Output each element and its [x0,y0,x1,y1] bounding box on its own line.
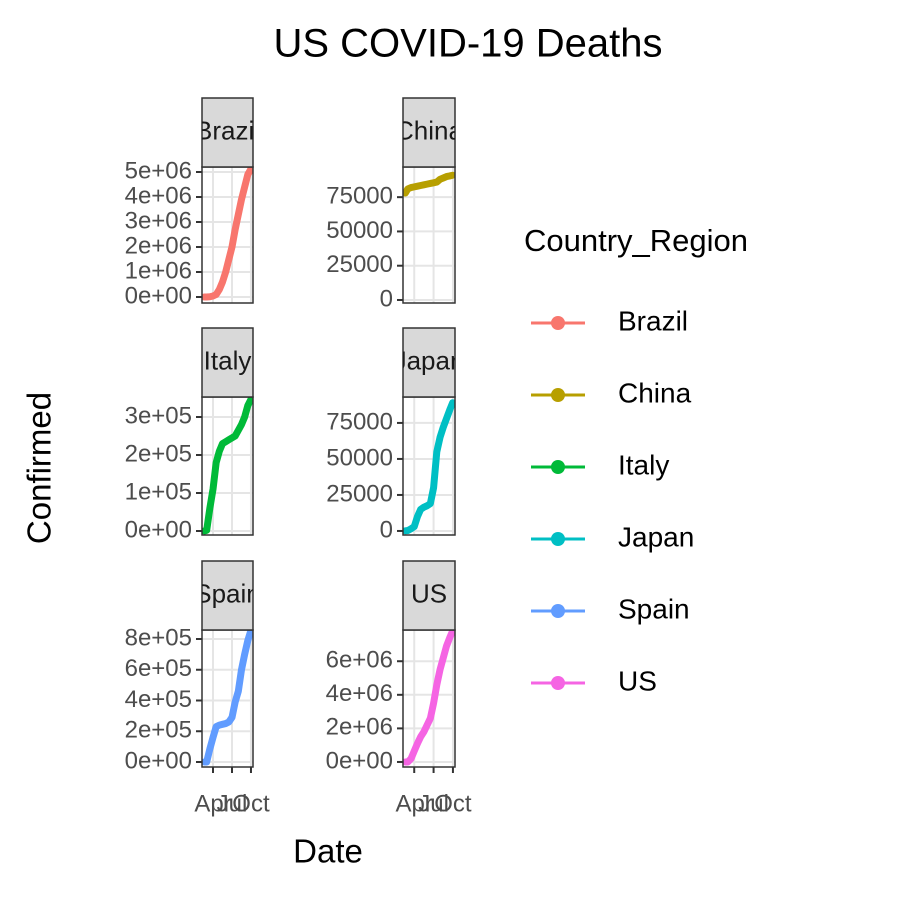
y-tick-label: 50000 [326,444,393,471]
y-tick-label: 3e+05 [125,402,192,429]
chart-title: US COVID-19 Deaths [273,22,662,66]
x-tick-label: Apr [396,790,433,817]
y-tick-label: 0e+00 [125,282,192,309]
y-tick-label: 0e+00 [125,516,192,543]
y-tick-label: 4e+05 [125,686,192,713]
y-tick-label: 0e+00 [326,747,393,774]
y-tick-label: 2e+06 [125,232,192,259]
y-axis-label: Confirmed [21,392,58,544]
y-tick-label: 6e+06 [326,647,393,674]
x-axis-label: Date [293,833,363,870]
facet-strip [402,560,456,631]
facet-strip [201,560,254,631]
y-tick-label: 4e+06 [125,182,192,209]
legend-key-point [551,676,565,690]
legend-label: Spain [618,593,690,624]
series-line [202,630,253,766]
y-tick-label: 2e+05 [125,717,192,744]
legend-label: Italy [618,449,669,480]
series-line [403,399,455,535]
y-tick-label: 6e+05 [125,655,192,682]
series-line [202,167,253,301]
x-tick-label: Oct [232,790,270,817]
facet-label: Italy [204,345,252,375]
y-tick-label: 3e+06 [125,207,192,234]
facet-strip [402,97,456,168]
y-tick-label: 4e+06 [326,680,393,707]
series-line [403,630,455,766]
facet-strip [201,327,254,398]
y-tick-label: 50000 [326,217,393,244]
series-line [403,171,455,197]
legend-label: China [618,377,692,408]
legend-key-point [551,532,565,546]
y-tick-label: 1e+06 [125,257,192,284]
y-tick-label: 75000 [326,183,393,210]
legend-key-point [551,316,565,330]
x-tick-label: Jul [418,790,449,817]
y-tick-label: 75000 [326,408,393,435]
series-line [202,397,253,535]
x-tick-label: Jul [217,790,248,817]
y-tick-label: 1e+05 [125,478,192,505]
y-tick-label: 2e+06 [326,714,393,741]
y-tick-label: 2e+05 [125,440,192,467]
y-tick-label: 0 [380,516,393,543]
facet-label: China [395,115,463,145]
y-tick-label: 0e+00 [125,747,192,774]
facet-label: Brazil [195,115,260,145]
x-tick-label: Apr [194,790,231,817]
legend-key-point [551,460,565,474]
y-tick-label: 5e+06 [125,157,192,184]
legend-key-point [551,388,565,402]
facet-label: Japan [394,345,465,375]
y-tick-label: 0 [380,285,393,312]
facet-label: Spain [194,578,261,608]
facet-strip [201,97,254,168]
legend-label: Brazil [618,305,688,336]
facet-label: US [411,578,447,608]
y-tick-label: 25000 [326,480,393,507]
legend-label: US [618,665,657,696]
facet-strip [402,327,456,398]
legend-key-point [551,604,565,618]
legend-label: Japan [618,521,694,552]
y-tick-label: 25000 [326,251,393,278]
y-tick-label: 8e+05 [125,624,192,651]
x-tick-label: Oct [434,790,472,817]
legend-title: Country_Region [524,223,748,258]
